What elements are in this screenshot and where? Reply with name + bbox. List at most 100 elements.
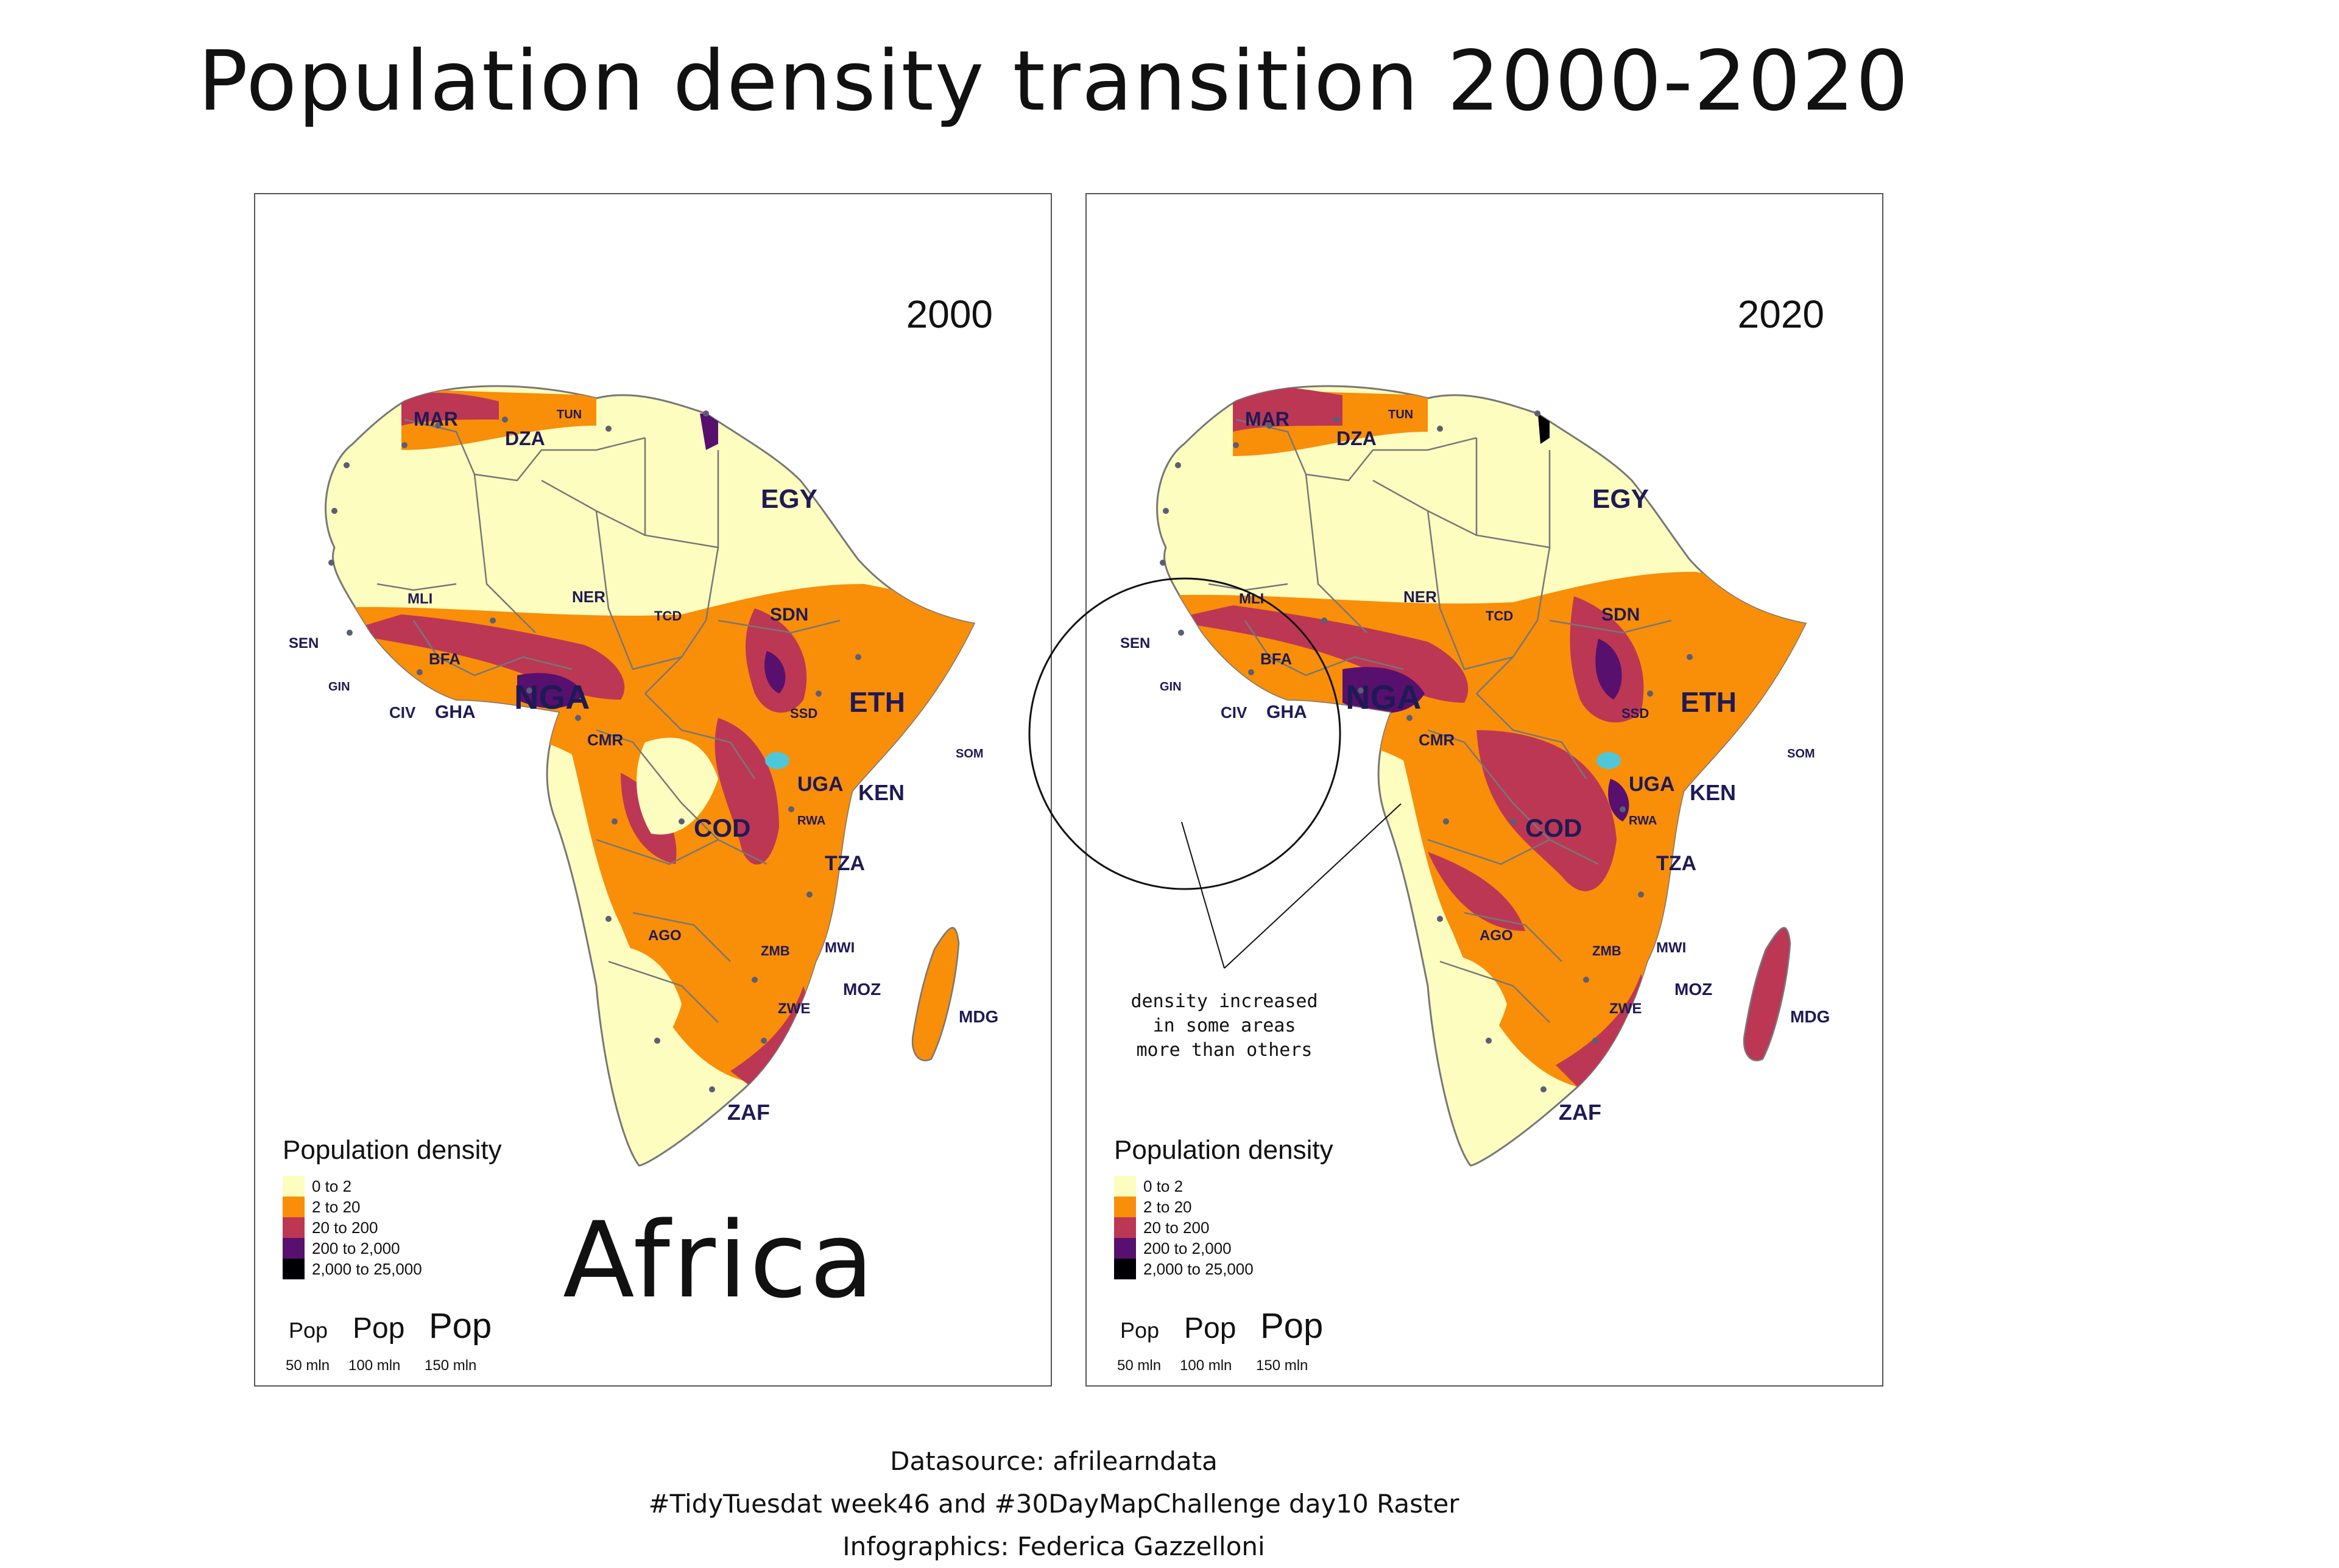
legend-item: 0 to 2 [1114,1176,1254,1197]
label-AGO: AGO [1480,927,1513,944]
label-BFA: BFA [1260,650,1292,668]
size-label: 50 mln [1117,1357,1162,1374]
label-RWA: RWA [1629,814,1657,828]
label-MDG: MDG [1790,1007,1830,1026]
legend-item: 200 to 2,000 [1114,1238,1254,1259]
label-UGA: UGA [797,773,844,796]
label-COD: COD [1525,814,1582,842]
label-GIN: GIN [328,680,350,694]
label-ZAF: ZAF [1559,1100,1601,1125]
label-SDN: SDN [770,605,808,625]
label-DZA: DZA [1336,427,1377,449]
legend-item: 2,000 to 25,000 [283,1259,422,1279]
size-symbol: Pop [353,1312,405,1345]
madagascar [911,927,960,1061]
legend-item: 2 to 20 [1114,1197,1254,1217]
label-TZA: TZA [1656,852,1696,875]
year-label-2000: 2000 [906,292,993,336]
label-SOM: SOM [956,747,984,761]
label-CMR: CMR [587,731,623,749]
size-symbol: Pop [1184,1312,1237,1345]
label-BFA: BFA [429,650,460,668]
label-KEN: KEN [1690,780,1736,805]
density-legend: 0 to 2 2 to 20 20 to 200 200 to 2,000 2,… [1114,1176,1254,1279]
label-SSD: SSD [790,706,817,721]
country-borders-2000 [376,418,841,1023]
footer-datasource: Datasource: afrilearndata [890,1446,1218,1476]
label-GIN: GIN [1160,680,1182,694]
label-KEN: KEN [858,780,905,805]
legend-item: 20 to 200 [283,1217,422,1238]
label-ETH: ETH [1681,686,1737,718]
label-MWI: MWI [1656,940,1686,956]
annotation-text: density increased in some areas more tha… [1131,991,1318,1061]
label-EGY: EGY [761,484,817,514]
legend-item: 0 to 2 [283,1176,422,1197]
label-DZA: DZA [505,427,545,449]
label-MOZ: MOZ [843,980,881,999]
size-symbol: Pop [429,1306,492,1346]
footer-author: Infographics: Federica Gazzelloni [842,1531,1265,1561]
africa-map-2000: MAR DZA TUN EGY MLI NER TCD SDN SEN BFA … [289,385,998,1167]
year-label-2020: 2020 [1737,292,1824,336]
legend-item: 2 to 20 [283,1197,422,1217]
size-symbol: Pop [1120,1318,1160,1343]
label-RWA: RWA [797,814,825,828]
label-ZWE: ZWE [778,1000,810,1017]
country-labels-2000: MAR DZA TUN EGY MLI NER TCD SDN SEN BFA … [289,408,998,1125]
label-SEN: SEN [1120,635,1150,652]
label-SEN: SEN [289,635,319,652]
size-label: 100 mln [348,1357,401,1374]
size-symbol: Pop [1260,1306,1324,1346]
continent-label: Africa [563,1199,877,1321]
label-NER: NER [572,588,605,606]
size-label: 150 mln [1256,1357,1308,1374]
label-TUN: TUN [557,408,582,421]
label-SDN: SDN [1601,605,1640,625]
map-panel-2000: MAR DZA TUN EGY MLI NER TCD SDN SEN BFA … [254,193,1052,1387]
label-TCD: TCD [654,608,682,624]
size-symbol: Pop [289,1318,328,1343]
label-SSD: SSD [1621,706,1649,721]
label-MDG: MDG [959,1007,998,1026]
label-GHA: GHA [435,702,476,722]
label-MAR: MAR [1245,408,1289,430]
footer-challenge: #TidyTuesdat week46 and #30DayMapChallen… [648,1489,1459,1519]
label-AGO: AGO [648,927,682,944]
label-ZWE: ZWE [1609,1000,1642,1017]
label-ETH: ETH [849,686,905,718]
label-NGA: NGA [514,678,590,716]
size-label: 50 mln [286,1357,330,1374]
madagascar [1743,927,1791,1061]
label-MWI: MWI [825,940,855,956]
country-labels-2020: MAR DZA TUN EGY MLI NER TCD SDN SEN BFA … [1120,408,1830,1125]
city-points-2020 [1160,410,1693,1092]
size-label: 100 mln [1180,1357,1232,1374]
label-CIV: CIV [389,703,416,722]
label-MAR: MAR [414,408,458,430]
label-SOM: SOM [1787,747,1815,761]
city-points-2000 [328,410,861,1092]
label-GHA: GHA [1266,702,1307,722]
legend-item: 20 to 200 [1114,1217,1254,1238]
legend-item: 2,000 to 25,000 [1114,1259,1254,1279]
footer-credits: Datasource: afrilearndata #TidyTuesdat w… [0,1440,2108,1568]
label-TZA: TZA [825,852,865,875]
label-NER: NER [1403,588,1437,606]
legend-title: Population density [1114,1135,1333,1165]
label-TCD: TCD [1486,608,1513,624]
label-TUN: TUN [1388,408,1413,421]
map-panel-2020: MAR DZA TUN EGY MLI NER TCD SDN SEN BFA … [1085,193,1883,1387]
label-MLI: MLI [407,591,432,607]
label-ZAF: ZAF [727,1100,770,1125]
label-UGA: UGA [1629,773,1675,796]
legend-title: Population density [283,1135,502,1165]
label-ZMB: ZMB [761,943,790,958]
label-MOZ: MOZ [1674,980,1712,999]
legend-item: 200 to 2,000 [283,1238,422,1259]
density-legend: 0 to 2 2 to 20 20 to 200 200 to 2,000 2,… [283,1176,422,1279]
label-MLI: MLI [1239,591,1264,607]
label-ZMB: ZMB [1592,943,1621,958]
label-CMR: CMR [1419,731,1455,749]
label-NGA: NGA [1346,678,1421,716]
